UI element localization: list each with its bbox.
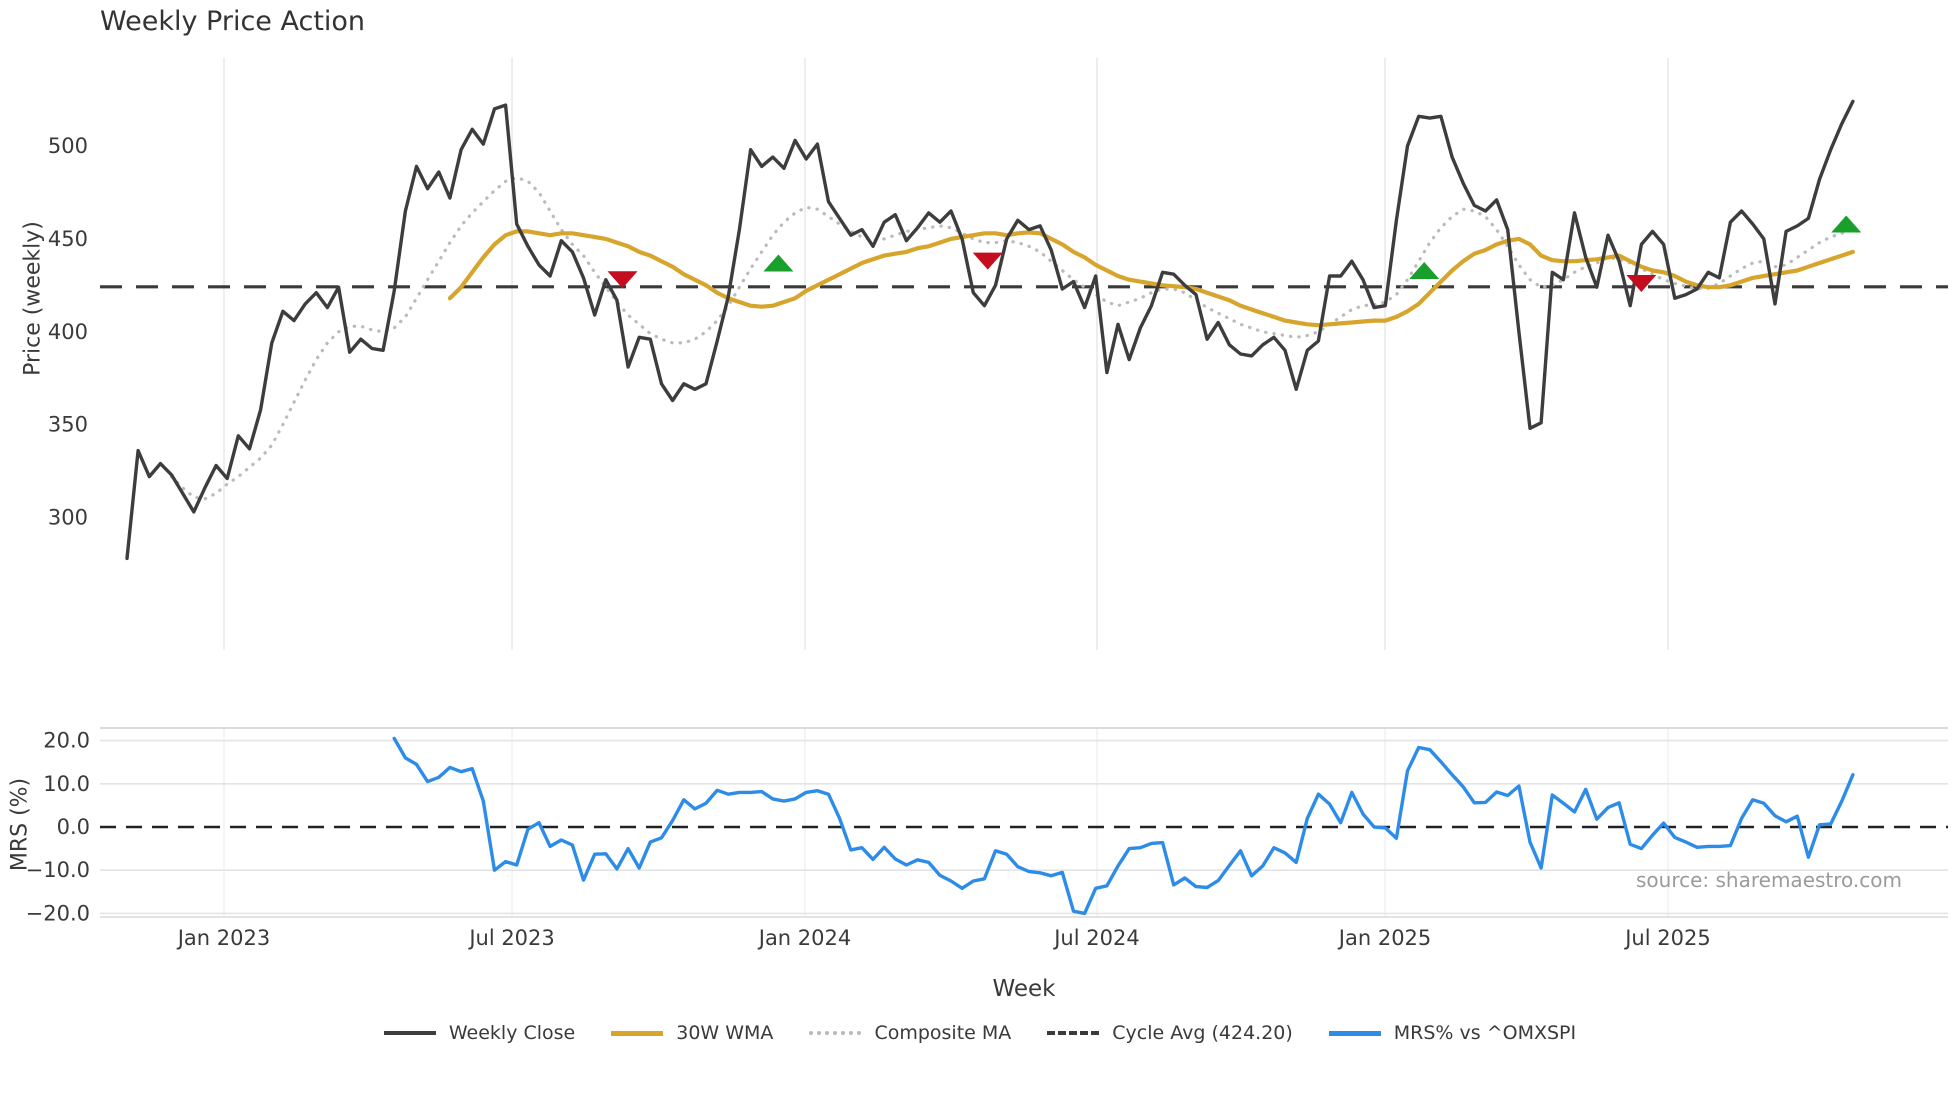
- series-weekly-close: [125, 99, 1855, 561]
- legend-label: Cycle Avg (424.20): [1112, 1022, 1293, 1044]
- buy-marker: [1831, 215, 1862, 233]
- series-composite-ma: [169, 176, 1855, 501]
- legend-swatch: [383, 1031, 436, 1035]
- svg-text:−10.0: −10.0: [26, 858, 90, 882]
- legend-label: Composite MA: [874, 1022, 1012, 1044]
- svg-text:500: 500: [48, 134, 88, 158]
- legend-item-composite-ma: Composite MA: [809, 1022, 1011, 1044]
- svg-text:350: 350: [48, 413, 88, 437]
- price-axis-label: Price (weekly): [20, 221, 46, 376]
- legend-swatch: [809, 1031, 862, 1035]
- svg-text:450: 450: [48, 227, 88, 251]
- series-30w-wma: [447, 229, 1856, 328]
- svg-text:400: 400: [48, 320, 88, 344]
- legend-swatch: [1047, 1031, 1100, 1035]
- series-mrs-vs-omxspi: [392, 736, 1855, 916]
- mrs-axis-label: MRS (%): [7, 777, 33, 872]
- legend-item-weekly-close: Weekly Close: [383, 1022, 576, 1044]
- sell-marker: [1626, 274, 1657, 292]
- buy-marker: [1409, 261, 1440, 279]
- svg-text:Jul 2025: Jul 2025: [1623, 926, 1710, 950]
- tick-labels: 300 350 400 450 500 20.0 10.0 0.0 −10.0 −20.0 Jan …: [26, 134, 1711, 950]
- legend-item-cycle-avg-424-20-: Cycle Avg (424.20): [1047, 1022, 1293, 1044]
- source-note: source: sharemaestro.com: [1636, 868, 1902, 892]
- sell-marker: [972, 252, 1003, 270]
- svg-text:300: 300: [48, 506, 88, 530]
- svg-text:20.0: 20.0: [43, 729, 90, 753]
- svg-text:Jul 2023: Jul 2023: [467, 926, 554, 950]
- legend-item-30w-wma: 30W WMA: [611, 1022, 773, 1044]
- chart-legend: Weekly Close 30W WMA Composite MA Cycle Avg…: [0, 1022, 1960, 1044]
- chart-title: Weekly Price Action: [100, 6, 366, 37]
- legend-item-mrs-vs-omxspi: MRS% vs ^OMXSPI: [1328, 1022, 1577, 1044]
- svg-text:Jul 2024: Jul 2024: [1052, 926, 1139, 950]
- gridlines: [100, 58, 1948, 918]
- legend-swatch: [611, 1030, 664, 1036]
- buy-marker: [763, 254, 794, 272]
- svg-text:Jan 2023: Jan 2023: [176, 926, 271, 950]
- svg-text:Jan 2025: Jan 2025: [1337, 926, 1432, 950]
- sell-marker: [607, 271, 638, 289]
- legend-label: MRS% vs ^OMXSPI: [1393, 1022, 1577, 1044]
- svg-text:10.0: 10.0: [43, 772, 90, 796]
- legend-swatch: [1328, 1030, 1381, 1036]
- svg-text:−20.0: −20.0: [26, 901, 90, 925]
- svg-text:0.0: 0.0: [57, 815, 90, 839]
- svg-text:Jan 2024: Jan 2024: [757, 926, 852, 950]
- legend-label: Weekly Close: [448, 1022, 576, 1044]
- x-axis-label: Week: [992, 976, 1056, 1002]
- legend-label: 30W WMA: [676, 1022, 774, 1044]
